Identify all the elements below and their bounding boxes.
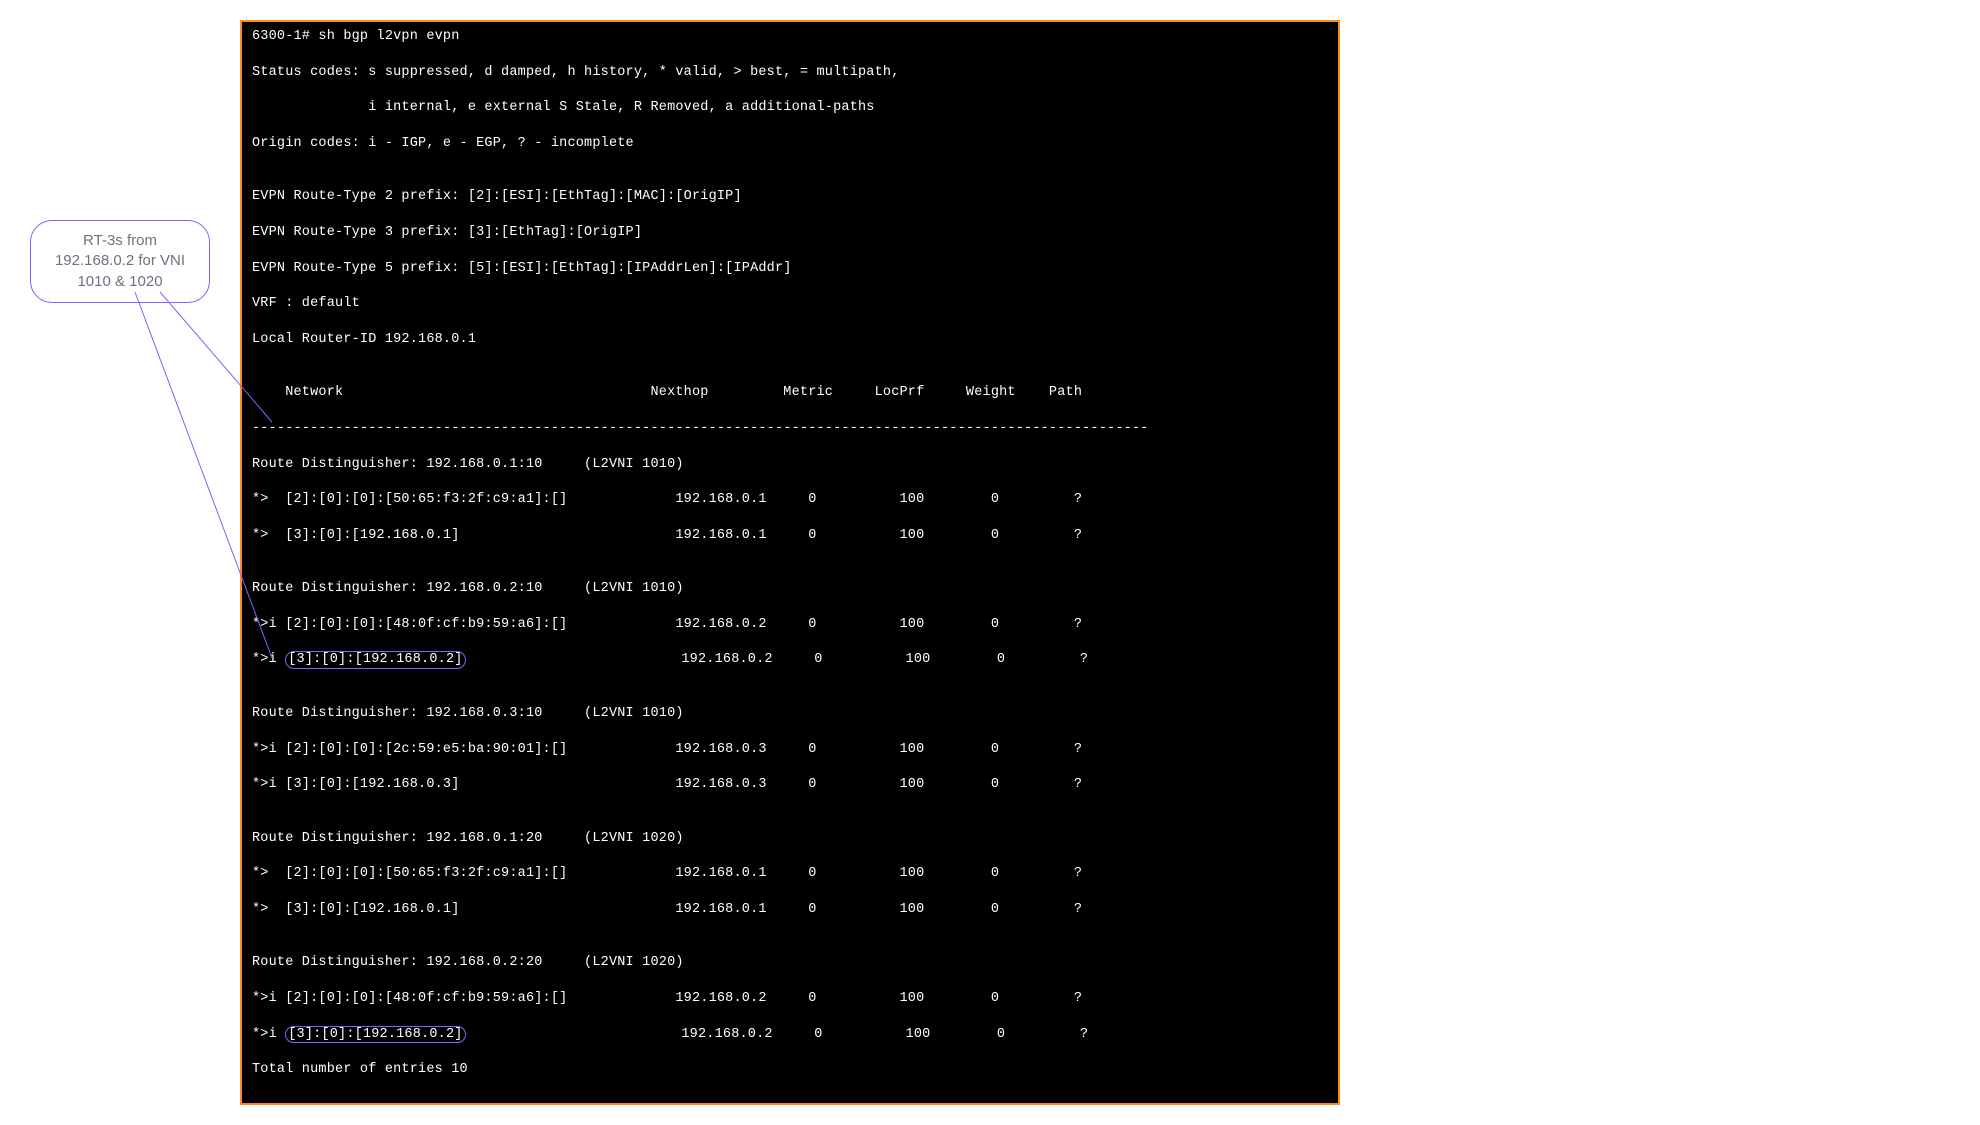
- router-id-line: Local Router-ID 192.168.0.1: [252, 331, 1328, 349]
- total-entries-line: Total number of entries 10: [252, 1061, 1328, 1079]
- origin-codes-line: Origin codes: i - IGP, e - EGP, ? - inco…: [252, 135, 1328, 153]
- table-header: Network Nexthop Metric LocPrf Weight Pat…: [252, 384, 1328, 402]
- highlighted-prefix: [3]:[0]:[192.168.0.2]: [285, 651, 465, 669]
- evpn-rt3-legend: EVPN Route-Type 3 prefix: [3]:[EthTag]:[…: [252, 224, 1328, 242]
- route-distinguisher-line: Route Distinguisher: 192.168.0.2:20 (L2V…: [252, 954, 1328, 972]
- route-row: *>i [3]:[0]:[192.168.0.3] 192.168.0.3 0 …: [252, 776, 1328, 794]
- callout-line: 1010 & 1020: [45, 272, 195, 292]
- route-distinguisher-line: Route Distinguisher: 192.168.0.1:20 (L2V…: [252, 830, 1328, 848]
- callout-line: 192.168.0.2 for VNI: [45, 251, 195, 271]
- route-row: *>i [3]:[0]:[192.168.0.2] 192.168.0.2 0 …: [252, 1026, 1328, 1044]
- highlighted-prefix: [3]:[0]:[192.168.0.2]: [285, 1026, 465, 1044]
- route-row: *>i [2]:[0]:[0]:[48:0f:cf:b9:59:a6]:[] 1…: [252, 616, 1328, 634]
- table-separator: ----------------------------------------…: [252, 420, 1328, 438]
- evpn-rt5-legend: EVPN Route-Type 5 prefix: [5]:[ESI]:[Eth…: [252, 260, 1328, 278]
- route-row: *>i [2]:[0]:[0]:[2c:59:e5:ba:90:01]:[] 1…: [252, 741, 1328, 759]
- terminal-window: 6300-1# sh bgp l2vpn evpn Status codes: …: [240, 20, 1340, 1105]
- vrf-line: VRF : default: [252, 295, 1328, 313]
- evpn-rt2-legend: EVPN Route-Type 2 prefix: [2]:[ESI]:[Eth…: [252, 188, 1328, 206]
- route-distinguisher-line: Route Distinguisher: 192.168.0.3:10 (L2V…: [252, 705, 1328, 723]
- route-row: *> [3]:[0]:[192.168.0.1] 192.168.0.1 0 1…: [252, 527, 1328, 545]
- route-row: *> [2]:[0]:[0]:[50:65:f3:2f:c9:a1]:[] 19…: [252, 491, 1328, 509]
- prompt-line: 6300-1# sh bgp l2vpn evpn: [252, 28, 1328, 46]
- route-row: *> [2]:[0]:[0]:[50:65:f3:2f:c9:a1]:[] 19…: [252, 865, 1328, 883]
- route-distinguisher-line: Route Distinguisher: 192.168.0.2:10 (L2V…: [252, 580, 1328, 598]
- callout-box: RT-3s from 192.168.0.2 for VNI 1010 & 10…: [30, 220, 210, 303]
- route-row: *>i [3]:[0]:[192.168.0.2] 192.168.0.2 0 …: [252, 651, 1328, 669]
- route-row: *> [3]:[0]:[192.168.0.1] 192.168.0.1 0 1…: [252, 901, 1328, 919]
- status-codes-line: Status codes: s suppressed, d damped, h …: [252, 64, 1328, 82]
- route-distinguisher-line: Route Distinguisher: 192.168.0.1:10 (L2V…: [252, 456, 1328, 474]
- route-row: *>i [2]:[0]:[0]:[48:0f:cf:b9:59:a6]:[] 1…: [252, 990, 1328, 1008]
- status-codes-line: i internal, e external S Stale, R Remove…: [252, 99, 1328, 117]
- callout-line: RT-3s from: [45, 231, 195, 251]
